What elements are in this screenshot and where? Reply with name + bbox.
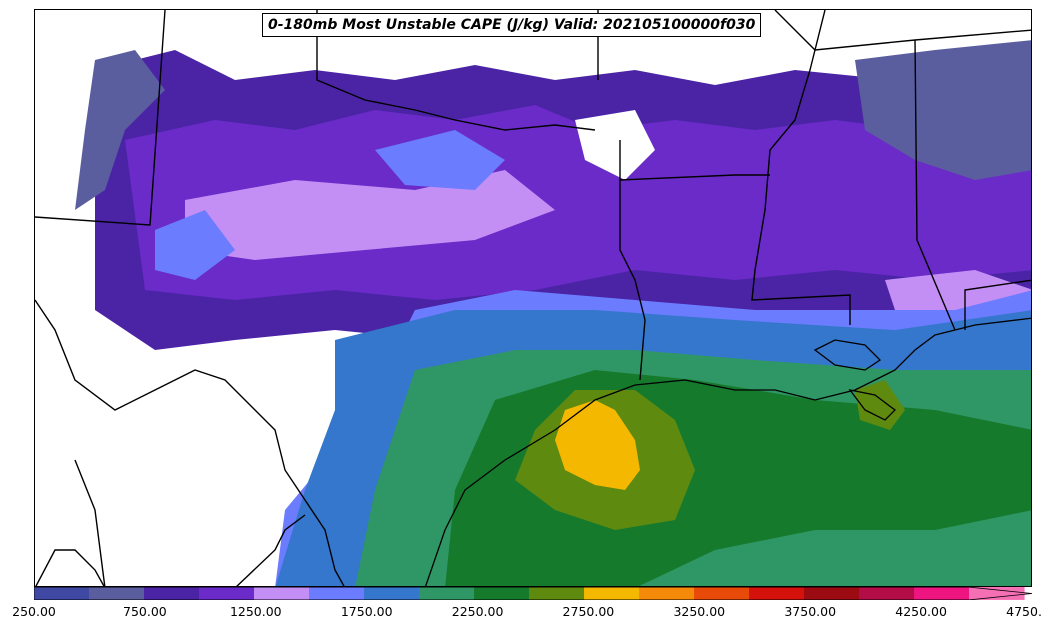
cape-contour-map xyxy=(35,10,1031,586)
missing-region-southwest xyxy=(35,310,255,586)
cape-band-1000 xyxy=(125,105,1031,300)
colorbar-segment xyxy=(199,587,255,600)
coastline xyxy=(425,317,1031,586)
colorbar-tick-label: 4250.00 xyxy=(895,604,947,619)
cape-band-500-east xyxy=(855,40,1031,180)
cape-band-1500-north xyxy=(375,130,505,190)
colorbar-segment xyxy=(804,587,860,600)
colorbar-tick-label: 3750.00 xyxy=(784,604,837,619)
colorbar-segment xyxy=(364,587,420,600)
colorbar-segment xyxy=(419,587,475,600)
colorbar-segment xyxy=(914,587,970,600)
missing-region-west xyxy=(35,10,95,210)
colorbar-segment xyxy=(309,587,365,600)
colorbar-tick-label: 1750.00 xyxy=(340,604,393,619)
colorbar-tick-label: 2750.00 xyxy=(562,604,615,619)
colorbar-segment xyxy=(34,587,90,600)
colorbar xyxy=(34,587,1033,600)
state-borders xyxy=(35,10,1031,586)
colorbar-segment xyxy=(144,587,200,600)
colorbar-tick-label: 1250.00 xyxy=(229,604,282,619)
colorbar-tick-label: 750.00 xyxy=(123,604,167,619)
cape-band-1250 xyxy=(185,170,555,260)
colorbar-segment xyxy=(694,587,750,600)
colorbar-segment xyxy=(639,587,695,600)
colorbar-tick-labels: 250.00 750.00 1250.00 1750.00 2250.00 2750.00… xyxy=(0,604,1042,624)
colorbar-tick-label: 250.00 xyxy=(12,604,56,619)
colorbar-extend-arrow xyxy=(969,587,1033,600)
colorbar-tick-label: 3250.00 xyxy=(673,604,726,619)
cape-map xyxy=(34,9,1032,587)
cape-band-2750 xyxy=(555,400,640,490)
colorbar-segment xyxy=(529,587,585,600)
cape-band-500 xyxy=(75,50,165,210)
cape-band-1500-west xyxy=(155,210,235,280)
colorbar-tick-label: 2250.00 xyxy=(451,604,504,619)
chart-title: 0-180mb Most Unstable CAPE (J/kg) Valid:… xyxy=(262,13,762,37)
missing-region-central xyxy=(575,110,655,180)
colorbar-segment xyxy=(859,587,915,600)
colorbar-segment xyxy=(584,587,640,600)
colorbar-segment xyxy=(89,587,145,600)
colorbar-segment xyxy=(254,587,310,600)
cape-band-2500-east xyxy=(855,380,905,430)
colorbar-segment xyxy=(749,587,805,600)
colorbar-segment xyxy=(474,587,530,600)
colorbar-tick-label: 4750.00 xyxy=(1006,604,1042,619)
